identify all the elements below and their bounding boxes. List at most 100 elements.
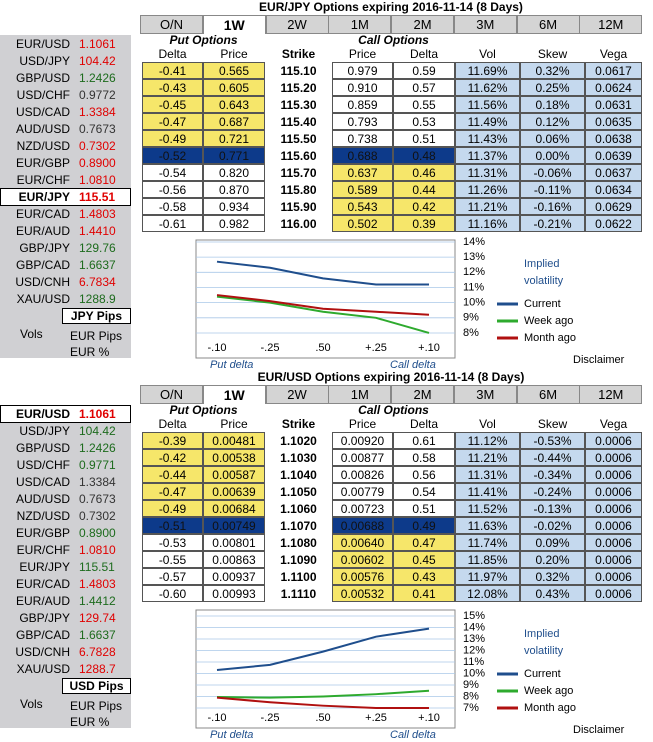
unit-option[interactable]: EUR % — [70, 345, 110, 359]
table-cell: 0.59 — [393, 62, 455, 79]
table-cell: 0.18% — [520, 96, 585, 113]
pair[interactable]: EUR/JPY — [18, 190, 70, 204]
table-cell: 0.41 — [393, 585, 455, 602]
pair[interactable]: USD/CAD — [15, 475, 70, 489]
pair[interactable]: EUR/AUD — [15, 224, 70, 238]
rate: 129.74 — [79, 611, 116, 625]
x-tick-label: -.10 — [208, 342, 227, 354]
tab[interactable]: O/N — [140, 15, 203, 34]
y-tick-label: 8% — [463, 690, 479, 702]
tab[interactable]: 12M — [579, 15, 643, 34]
tab[interactable]: 3M — [453, 15, 517, 34]
pair[interactable]: EUR/GBP — [15, 156, 70, 170]
series-line — [216, 294, 430, 316]
table-cell: 115.50 — [265, 130, 332, 147]
pair[interactable]: XAU/USD — [16, 292, 70, 306]
table-cell: 0.637 — [332, 164, 393, 181]
table-cell: 0.32% — [520, 62, 585, 79]
pair[interactable]: AUD/USD — [15, 122, 70, 136]
pair[interactable]: GBP/JPY — [19, 611, 70, 625]
y-tick-label: 11% — [463, 281, 484, 293]
pair[interactable]: USD/CNH — [15, 645, 70, 659]
table-cell: 1.1100 — [265, 568, 332, 585]
pair[interactable]: GBP/USD — [15, 441, 70, 455]
rate: 1288.9 — [79, 292, 116, 306]
pair[interactable]: NZD/USD — [16, 509, 70, 523]
disclaimer-link[interactable]: Disclaimer — [573, 354, 625, 366]
tab[interactable]: 2M — [391, 15, 454, 34]
pair[interactable]: EUR/CAD — [15, 577, 70, 591]
pair[interactable]: EUR/USD — [15, 407, 70, 421]
y-tick-label: 10% — [463, 667, 485, 679]
pair[interactable]: USD/CAD — [15, 105, 70, 119]
pair[interactable]: USD/JPY — [19, 424, 70, 438]
table-cell: -0.13% — [520, 500, 585, 517]
x-tick-label: +.25 — [365, 712, 387, 724]
disclaimer-link[interactable]: Disclaimer — [573, 724, 625, 736]
tab[interactable]: 3M — [453, 385, 517, 404]
table-cell: 0.0006 — [585, 568, 642, 585]
table-cell: 0.00602 — [332, 551, 393, 568]
table-cell: 0.00% — [520, 147, 585, 164]
tab[interactable]: 1M — [328, 15, 392, 34]
pair[interactable]: EUR/USD — [15, 37, 70, 51]
pair[interactable]: GBP/USD — [15, 71, 70, 85]
table-cell: 11.21% — [455, 198, 520, 215]
pips-box[interactable]: JPY Pips — [62, 308, 131, 324]
table-cell: -0.49 — [142, 500, 203, 517]
tab[interactable]: 2M — [391, 385, 454, 404]
pair[interactable]: AUD/USD — [15, 492, 70, 506]
pair[interactable]: GBP/JPY — [19, 241, 70, 255]
table-cell: 0.0006 — [585, 500, 642, 517]
x-tick-label: +.25 — [365, 342, 387, 354]
unit-option[interactable]: EUR Pips — [70, 699, 123, 713]
pips-box[interactable]: USD Pips — [62, 678, 131, 694]
table-cell: 0.0006 — [585, 466, 642, 483]
legend-label: Week ago — [524, 315, 573, 327]
pair[interactable]: EUR/CHF — [16, 543, 70, 557]
unit-option[interactable]: EUR % — [70, 715, 110, 729]
table-cell: 115.60 — [265, 147, 332, 164]
y-tick-label: 15% — [463, 610, 485, 622]
table-cell: 0.502 — [332, 215, 393, 232]
pair[interactable]: XAU/USD — [16, 662, 70, 676]
pair[interactable]: NZD/USD — [16, 139, 70, 153]
tab[interactable]: 1W — [202, 15, 266, 34]
pair[interactable]: EUR/GBP — [15, 526, 70, 540]
pair[interactable]: EUR/AUD — [15, 594, 70, 608]
tab[interactable]: 6M — [516, 15, 580, 34]
pair[interactable]: GBP/CAD — [15, 628, 70, 642]
pair[interactable]: EUR/CAD — [15, 207, 70, 221]
tab[interactable]: 12M — [579, 385, 643, 404]
pair[interactable]: GBP/CAD — [15, 258, 70, 272]
rate: 1.3384 — [79, 105, 116, 119]
pair[interactable]: EUR/JPY — [19, 560, 70, 574]
vol-chart: 8% 9% 10% 11% 12% 13% 14% -.10 -.25 .50 +.25 +.10 Cu… — [195, 236, 576, 370]
table-cell: -0.54 — [142, 164, 203, 181]
tab[interactable]: 6M — [516, 385, 580, 404]
table-cell: -0.49 — [142, 130, 203, 147]
pair[interactable]: USD/JPY — [19, 54, 70, 68]
pair[interactable]: USD/CHF — [16, 458, 70, 472]
pair[interactable]: USD/CHF — [16, 88, 70, 102]
rate: 104.42 — [79, 424, 116, 438]
table-cell: 0.0634 — [585, 181, 642, 198]
tab[interactable]: 2W — [265, 15, 329, 34]
call-header: Call Options — [358, 33, 429, 47]
table-cell: 0.43 — [393, 568, 455, 585]
tab[interactable]: 2W — [265, 385, 329, 404]
tab[interactable]: 1W — [202, 385, 266, 404]
table-cell: 0.58 — [393, 449, 455, 466]
rate: 0.7302 — [79, 509, 116, 523]
table-cell: -0.42 — [142, 449, 203, 466]
tab[interactable]: 1M — [328, 385, 392, 404]
pair[interactable]: USD/CNH — [15, 275, 70, 289]
x-tick-label: +.10 — [418, 712, 440, 724]
pair[interactable]: EUR/CHF — [16, 173, 70, 187]
unit-option[interactable]: EUR Pips — [70, 329, 123, 343]
table-cell: 115.10 — [265, 62, 332, 79]
table-cell: 0.0006 — [585, 483, 642, 500]
tab[interactable]: O/N — [140, 385, 203, 404]
table-cell: 0.859 — [332, 96, 393, 113]
rate: 1.3384 — [79, 475, 116, 489]
